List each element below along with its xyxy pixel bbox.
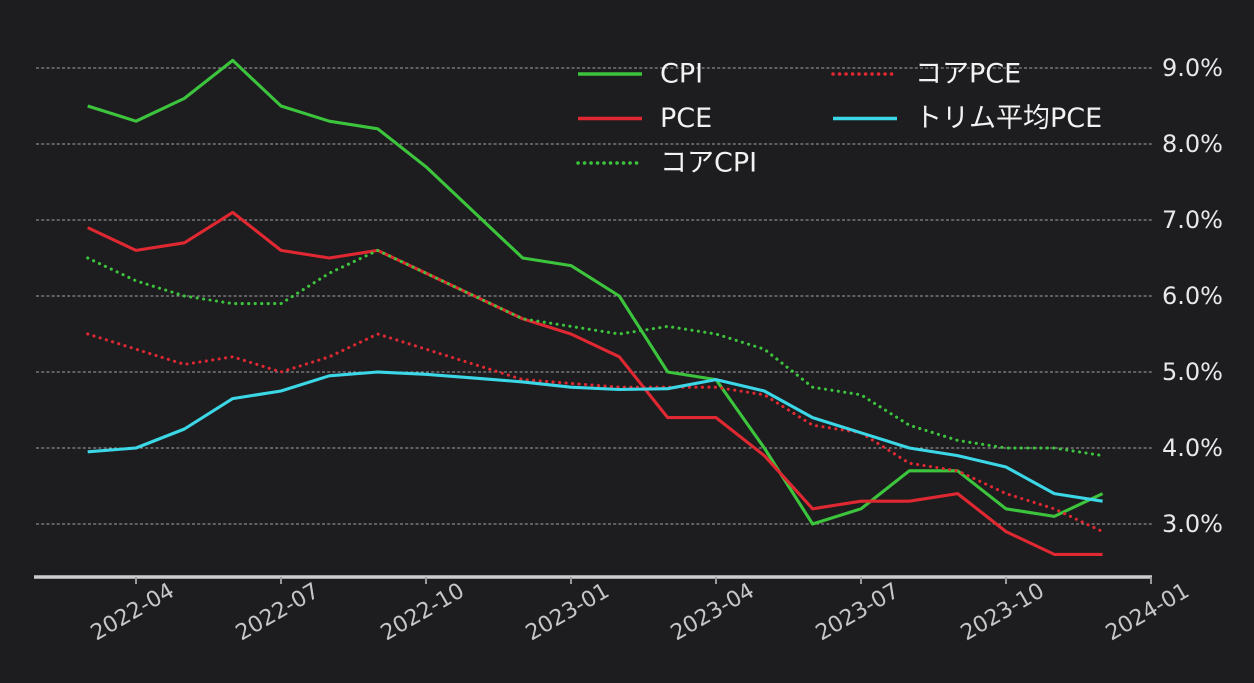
x-axis-labels: 2022-04 2022-07 2022-10 2023-01 2023-04 … — [87, 579, 1194, 647]
y-axis-labels: 9.0% 8.0% 7.0% 6.0% 5.0% 4.0% 3.0% — [1162, 54, 1223, 538]
series-core-cpi-line — [86, 248, 1105, 458]
series-pce-line — [87, 210, 1103, 556]
x-axis-ticks — [135, 577, 1152, 584]
y-axis-label: 9.0% — [1162, 54, 1223, 82]
legend-label-core-pce: コアPCE — [915, 59, 1021, 90]
y-axis-label: 7.0% — [1162, 206, 1223, 234]
legend-label-cpi: CPI — [660, 59, 703, 90]
y-axis-label: 3.0% — [1162, 510, 1223, 538]
legend-item-trimmed-mean-pce: トリム平均PCE — [833, 103, 1102, 134]
y-axis-label: 8.0% — [1162, 130, 1223, 158]
x-axis-label: 2022-04 — [87, 579, 179, 647]
series-lines — [86, 58, 1105, 556]
x-axis-label: 2023-04 — [667, 579, 759, 647]
x-axis-label: 2023-10 — [957, 579, 1049, 647]
legend-item-cpi: CPI — [578, 59, 703, 90]
legend-item-pce: PCE — [578, 103, 712, 134]
x-axis-label: 2022-10 — [377, 579, 469, 647]
x-axis-label: 2023-07 — [812, 579, 904, 647]
x-axis-label: 2023-01 — [522, 579, 614, 647]
legend-label-pce: PCE — [660, 103, 712, 134]
y-axis-label: 4.0% — [1162, 434, 1223, 462]
legend-item-core-cpi: コアCPI — [576, 148, 757, 179]
y-axis-label: 5.0% — [1162, 358, 1223, 386]
series-cpi-line — [87, 58, 1104, 526]
legend: CPI PCE コアCPI コアPCE トリム平均PCE — [576, 59, 1102, 179]
series-trimmed-mean-pce-line — [87, 370, 1103, 503]
x-axis-label: 2024-01 — [1102, 579, 1194, 647]
legend-label-core-cpi: コアCPI — [660, 148, 757, 179]
gridlines — [36, 67, 1152, 525]
series-core-pce-line — [86, 332, 1105, 534]
legend-label-trimmed-mean-pce: トリム平均PCE — [915, 103, 1102, 134]
y-axis-label: 6.0% — [1162, 282, 1223, 310]
x-axis-label: 2022-07 — [232, 579, 324, 647]
legend-item-core-pce: コアPCE — [831, 59, 1021, 90]
